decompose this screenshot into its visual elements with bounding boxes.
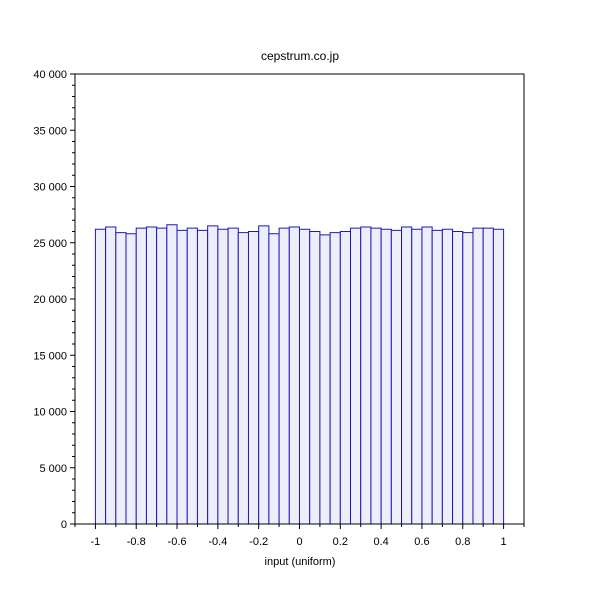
histogram-bar — [196, 229, 209, 525]
histogram-bar — [125, 233, 137, 525]
histogram-bar — [268, 233, 280, 525]
histogram-bar — [237, 232, 249, 525]
histogram-bar — [329, 232, 341, 525]
histogram-bar — [452, 231, 464, 525]
x-tick-label: 0.2 — [333, 536, 348, 548]
y-tick-label: 35 000 — [33, 125, 67, 137]
histogram-bar — [207, 225, 219, 525]
x-tick-label: -0.6 — [168, 536, 187, 548]
x-tick-label: -0.8 — [127, 536, 146, 548]
histogram-bar — [360, 226, 372, 525]
bars-group — [94, 224, 505, 525]
histogram-bar — [288, 226, 300, 525]
chart-title: cepstrum.co.jp — [261, 49, 339, 63]
histogram-bar — [441, 228, 454, 525]
histogram-bar — [217, 228, 229, 525]
histogram-bar — [350, 227, 362, 525]
histogram-bar — [380, 228, 392, 525]
x-tick-label: 0.6 — [414, 536, 429, 548]
histogram-bar — [278, 227, 290, 525]
x-tick-label: -0.2 — [249, 536, 268, 548]
histogram-bar — [145, 226, 158, 525]
y-tick-label: 0 — [61, 519, 67, 531]
histogram-bar — [166, 224, 178, 525]
histogram-bar — [421, 226, 433, 525]
histogram-bar — [401, 226, 413, 525]
histogram-bar — [115, 232, 127, 525]
histogram-bar — [227, 227, 239, 525]
x-tick-label: -1 — [91, 536, 101, 548]
axes-group: 0 5 000 10 000 15 000 20 000 25 000 30 000 35 0… — [33, 69, 525, 548]
y-tick-label: 15 000 — [33, 350, 67, 362]
histogram-bar — [105, 226, 117, 525]
x-tick-label: -0.4 — [208, 536, 227, 548]
histogram-bar — [319, 234, 331, 525]
y-tick-label: 30 000 — [33, 182, 67, 194]
histogram-bar — [258, 225, 270, 525]
x-axis-label: input (uniform) — [265, 556, 336, 568]
histogram-bar — [339, 231, 352, 525]
histogram-bar — [309, 231, 321, 525]
histogram-bar — [370, 227, 382, 525]
x-tick-label: 0.8 — [455, 536, 470, 548]
histogram-bar — [247, 231, 260, 525]
histogram-bar — [492, 228, 505, 525]
histogram-bar — [135, 227, 147, 525]
histogram-bar — [482, 227, 494, 525]
y-tick-label: 25 000 — [33, 238, 67, 250]
histogram-bar — [176, 229, 188, 525]
y-tick-label: 40 000 — [33, 69, 67, 81]
histogram-bar — [94, 228, 107, 525]
x-tick-label: 0.4 — [373, 536, 388, 548]
x-tick-label: 0 — [296, 536, 302, 548]
histogram-bar — [390, 229, 403, 525]
y-tick-label: 10 000 — [33, 407, 67, 419]
histogram-bar — [462, 232, 474, 525]
y-tick-label: 5 000 — [39, 463, 67, 475]
y-tick-label: 20 000 — [33, 294, 67, 306]
histogram-bar — [299, 228, 311, 525]
histogram-bar — [431, 229, 443, 525]
x-tick-label: 1 — [501, 536, 507, 548]
histogram-bar — [472, 227, 484, 525]
histogram-bar — [156, 227, 168, 525]
histogram-bar — [186, 227, 198, 525]
histogram-bar — [411, 228, 423, 525]
